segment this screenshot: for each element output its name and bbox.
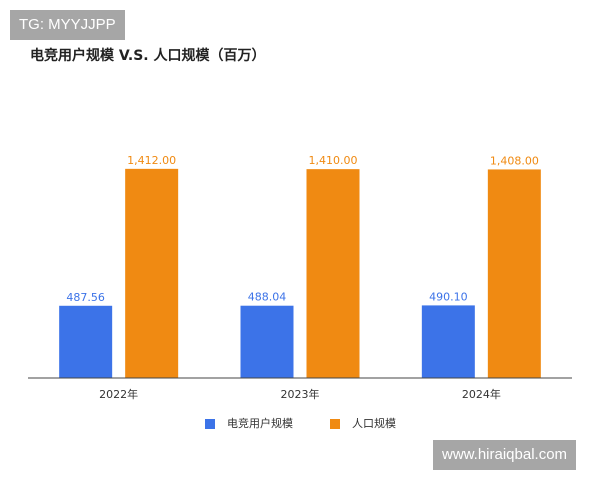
legend-swatch <box>330 419 340 429</box>
x-tick-label: 2022年 <box>99 387 138 401</box>
bar <box>421 305 475 378</box>
legend-swatch <box>205 419 215 429</box>
legend-label: 人口规模 <box>352 416 396 430</box>
watermark: www.hiraiqbal.com <box>433 440 577 470</box>
value-label: 488.04 <box>248 291 287 304</box>
value-label: 1,408.00 <box>490 154 539 167</box>
bar <box>487 169 541 378</box>
bar <box>240 305 294 378</box>
value-label: 487.56 <box>66 291 105 304</box>
value-label: 1,412.00 <box>127 154 176 167</box>
value-label: 1,410.00 <box>309 154 358 167</box>
watermark: TG: MYYJJPP <box>10 10 125 40</box>
x-tick-label: 2024年 <box>462 387 501 401</box>
bar <box>125 168 179 378</box>
bar <box>306 169 360 378</box>
x-tick-label: 2023年 <box>281 387 320 401</box>
value-label: 490.10 <box>429 290 468 303</box>
bar <box>59 305 113 378</box>
chart-title: 电竞用户规模 V.S. 人口规模（百万） <box>30 47 266 64</box>
legend-label: 电竞用户规模 <box>227 416 293 430</box>
